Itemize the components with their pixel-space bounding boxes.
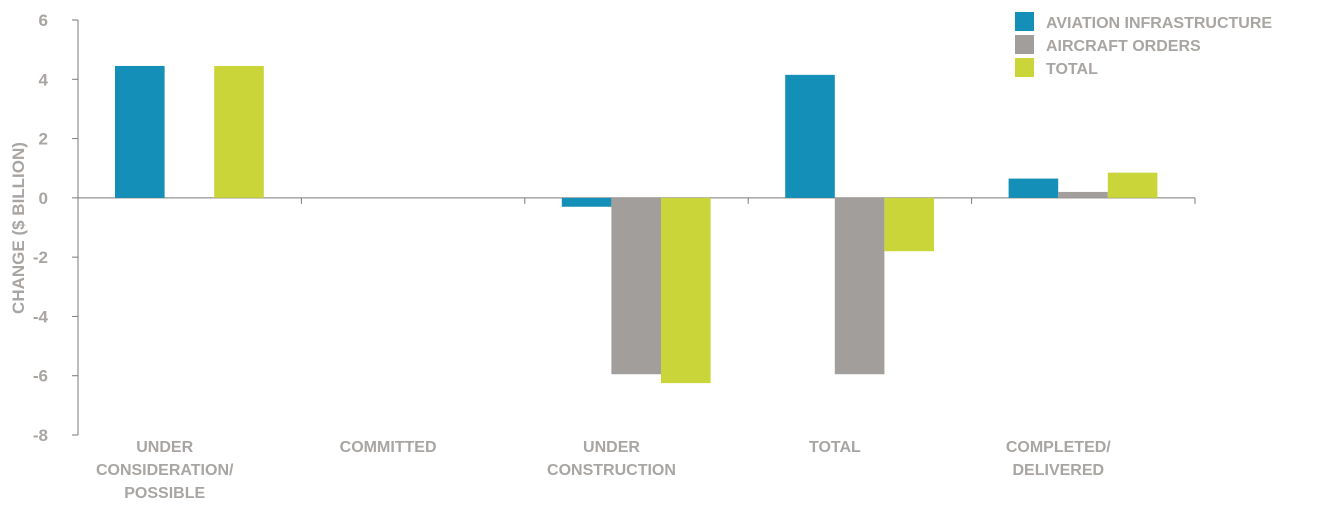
- bar: [884, 197, 934, 252]
- y-tick-label: -4: [33, 307, 49, 326]
- y-tick-label: -2: [33, 248, 48, 267]
- category-label: COMPLETED/: [1006, 439, 1111, 456]
- y-tick-label: 4: [39, 70, 49, 89]
- category-label: UNDER: [583, 439, 640, 456]
- legend-label: AIRCRAFT ORDERS: [1046, 38, 1201, 55]
- y-tick-label: 2: [39, 130, 48, 149]
- bar: [1058, 191, 1108, 198]
- bar: [115, 65, 165, 198]
- category-label: CONSTRUCTION: [547, 462, 676, 479]
- y-tick-label: -6: [33, 367, 48, 386]
- category-label: POSSIBLE: [124, 485, 205, 502]
- bar: [1008, 178, 1059, 198]
- category-label: UNDER: [136, 439, 193, 456]
- bar: [1107, 172, 1158, 198]
- y-tick-label: -8: [33, 426, 48, 445]
- legend-swatch: [1015, 58, 1034, 77]
- y-tick-label: 0: [39, 189, 48, 208]
- bar: [561, 197, 612, 207]
- y-axis-title-group: CHANGE ($ BILLION): [9, 142, 28, 314]
- category-label: TOTAL: [809, 439, 861, 456]
- bars: [115, 65, 1158, 384]
- bar: [661, 197, 711, 384]
- bar: [214, 65, 264, 198]
- legend-label: AVIATION INFRASTRUCTURE: [1046, 15, 1272, 32]
- category-label: COMMITTED: [340, 439, 437, 456]
- y-tick-label: 6: [39, 11, 48, 30]
- legend-swatch: [1015, 12, 1034, 31]
- bar: [611, 197, 661, 375]
- category-labels: UNDER CONSIDERATION/POSSIBLE COMMITTED UNDE…: [96, 439, 1111, 502]
- y-axis-title: CHANGE ($ BILLION): [9, 142, 28, 314]
- legend-label: TOTAL: [1046, 61, 1098, 78]
- category-label: CONSIDERATION/: [96, 462, 234, 479]
- category-label: DELIVERED: [1013, 462, 1105, 479]
- legend: AVIATION INFRASTRUCTURE AIRCRAFT ORDERS TO…: [1015, 12, 1272, 78]
- bar: [834, 197, 885, 375]
- y-axis: 6 4 2 0 -2 -4 -6 -8: [33, 11, 79, 445]
- bar: [785, 74, 835, 198]
- legend-swatch: [1015, 35, 1034, 54]
